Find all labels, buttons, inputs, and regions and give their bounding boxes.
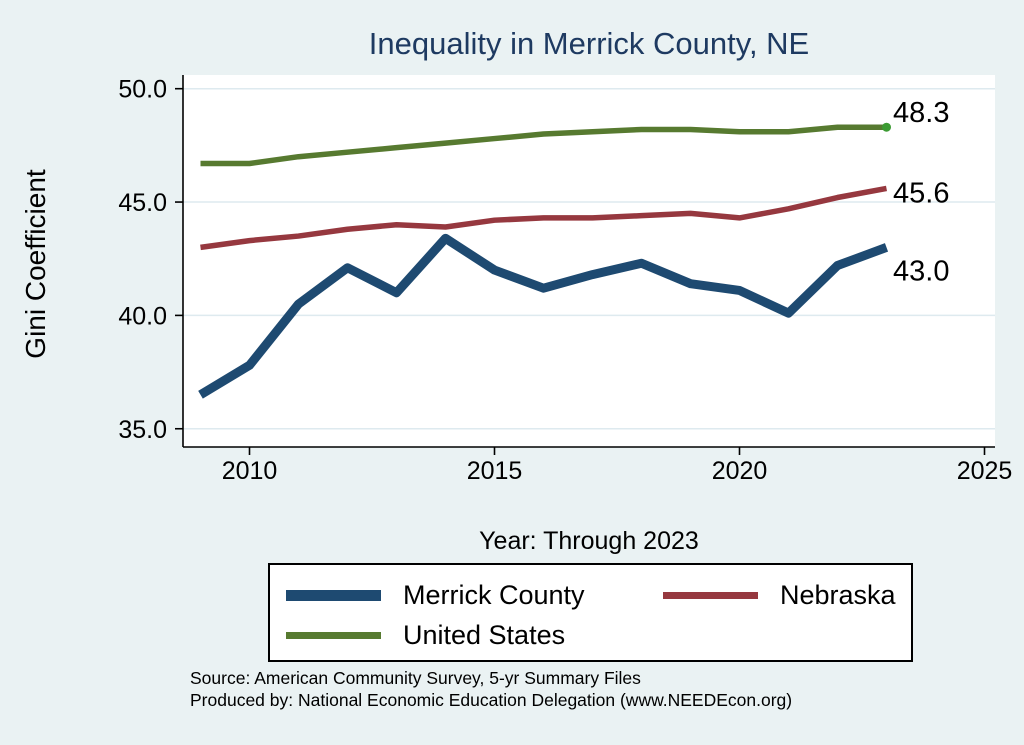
legend-label-merrick-county: Merrick County	[403, 579, 585, 610]
x-tick-label-2020: 2020	[712, 457, 768, 485]
merrick-county-line-swatch	[286, 589, 381, 601]
legend-label-united-states: United States	[403, 619, 566, 650]
y-tick-label-45: 45.0	[118, 189, 167, 217]
x-tick-label-2015: 2015	[467, 457, 523, 485]
nebraska-line-swatch	[663, 591, 758, 599]
plot-region: 50.0 45.0 40.0 35.0 2010 2015 2020 2025 43.0 45.6…	[118, 75, 1013, 485]
source-note: Source: American Community Survey, 5-yr …	[190, 667, 792, 711]
source-line-2: Produced by: National Economic Education…	[190, 690, 793, 710]
source-line-1: Source: American Community Survey, 5-yr …	[190, 668, 641, 688]
series-line-nebraska	[200, 185, 888, 251]
x-tick-label-2025: 2025	[957, 457, 1013, 485]
end-label-merrick-county: 43.0	[893, 255, 949, 287]
end-label-nebraska: 45.6	[893, 177, 949, 209]
y-tick-label-35: 35.0	[118, 416, 167, 444]
legend: Merrick County Nebraska United States	[268, 563, 913, 662]
x-axis-title: Year: Through 2023	[479, 527, 699, 555]
y-tick-label-50: 50.0	[118, 76, 167, 104]
united-states-line-swatch	[286, 631, 381, 639]
x-tick-label-2010: 2010	[222, 457, 278, 485]
end-label-united-states: 48.3	[893, 97, 949, 129]
chart-title: Inequality in Merrick County, NE	[368, 26, 810, 61]
series-line-merrick-county	[198, 233, 889, 399]
legend-label-nebraska: Nebraska	[780, 579, 896, 610]
y-tick-label-40: 40.0	[118, 302, 167, 330]
legend-row-2: United States	[286, 615, 911, 655]
series-line-united-states	[200, 124, 887, 167]
end-marker-united-states	[882, 122, 891, 132]
legend-row-1: Merrick County Nebraska	[286, 575, 911, 615]
